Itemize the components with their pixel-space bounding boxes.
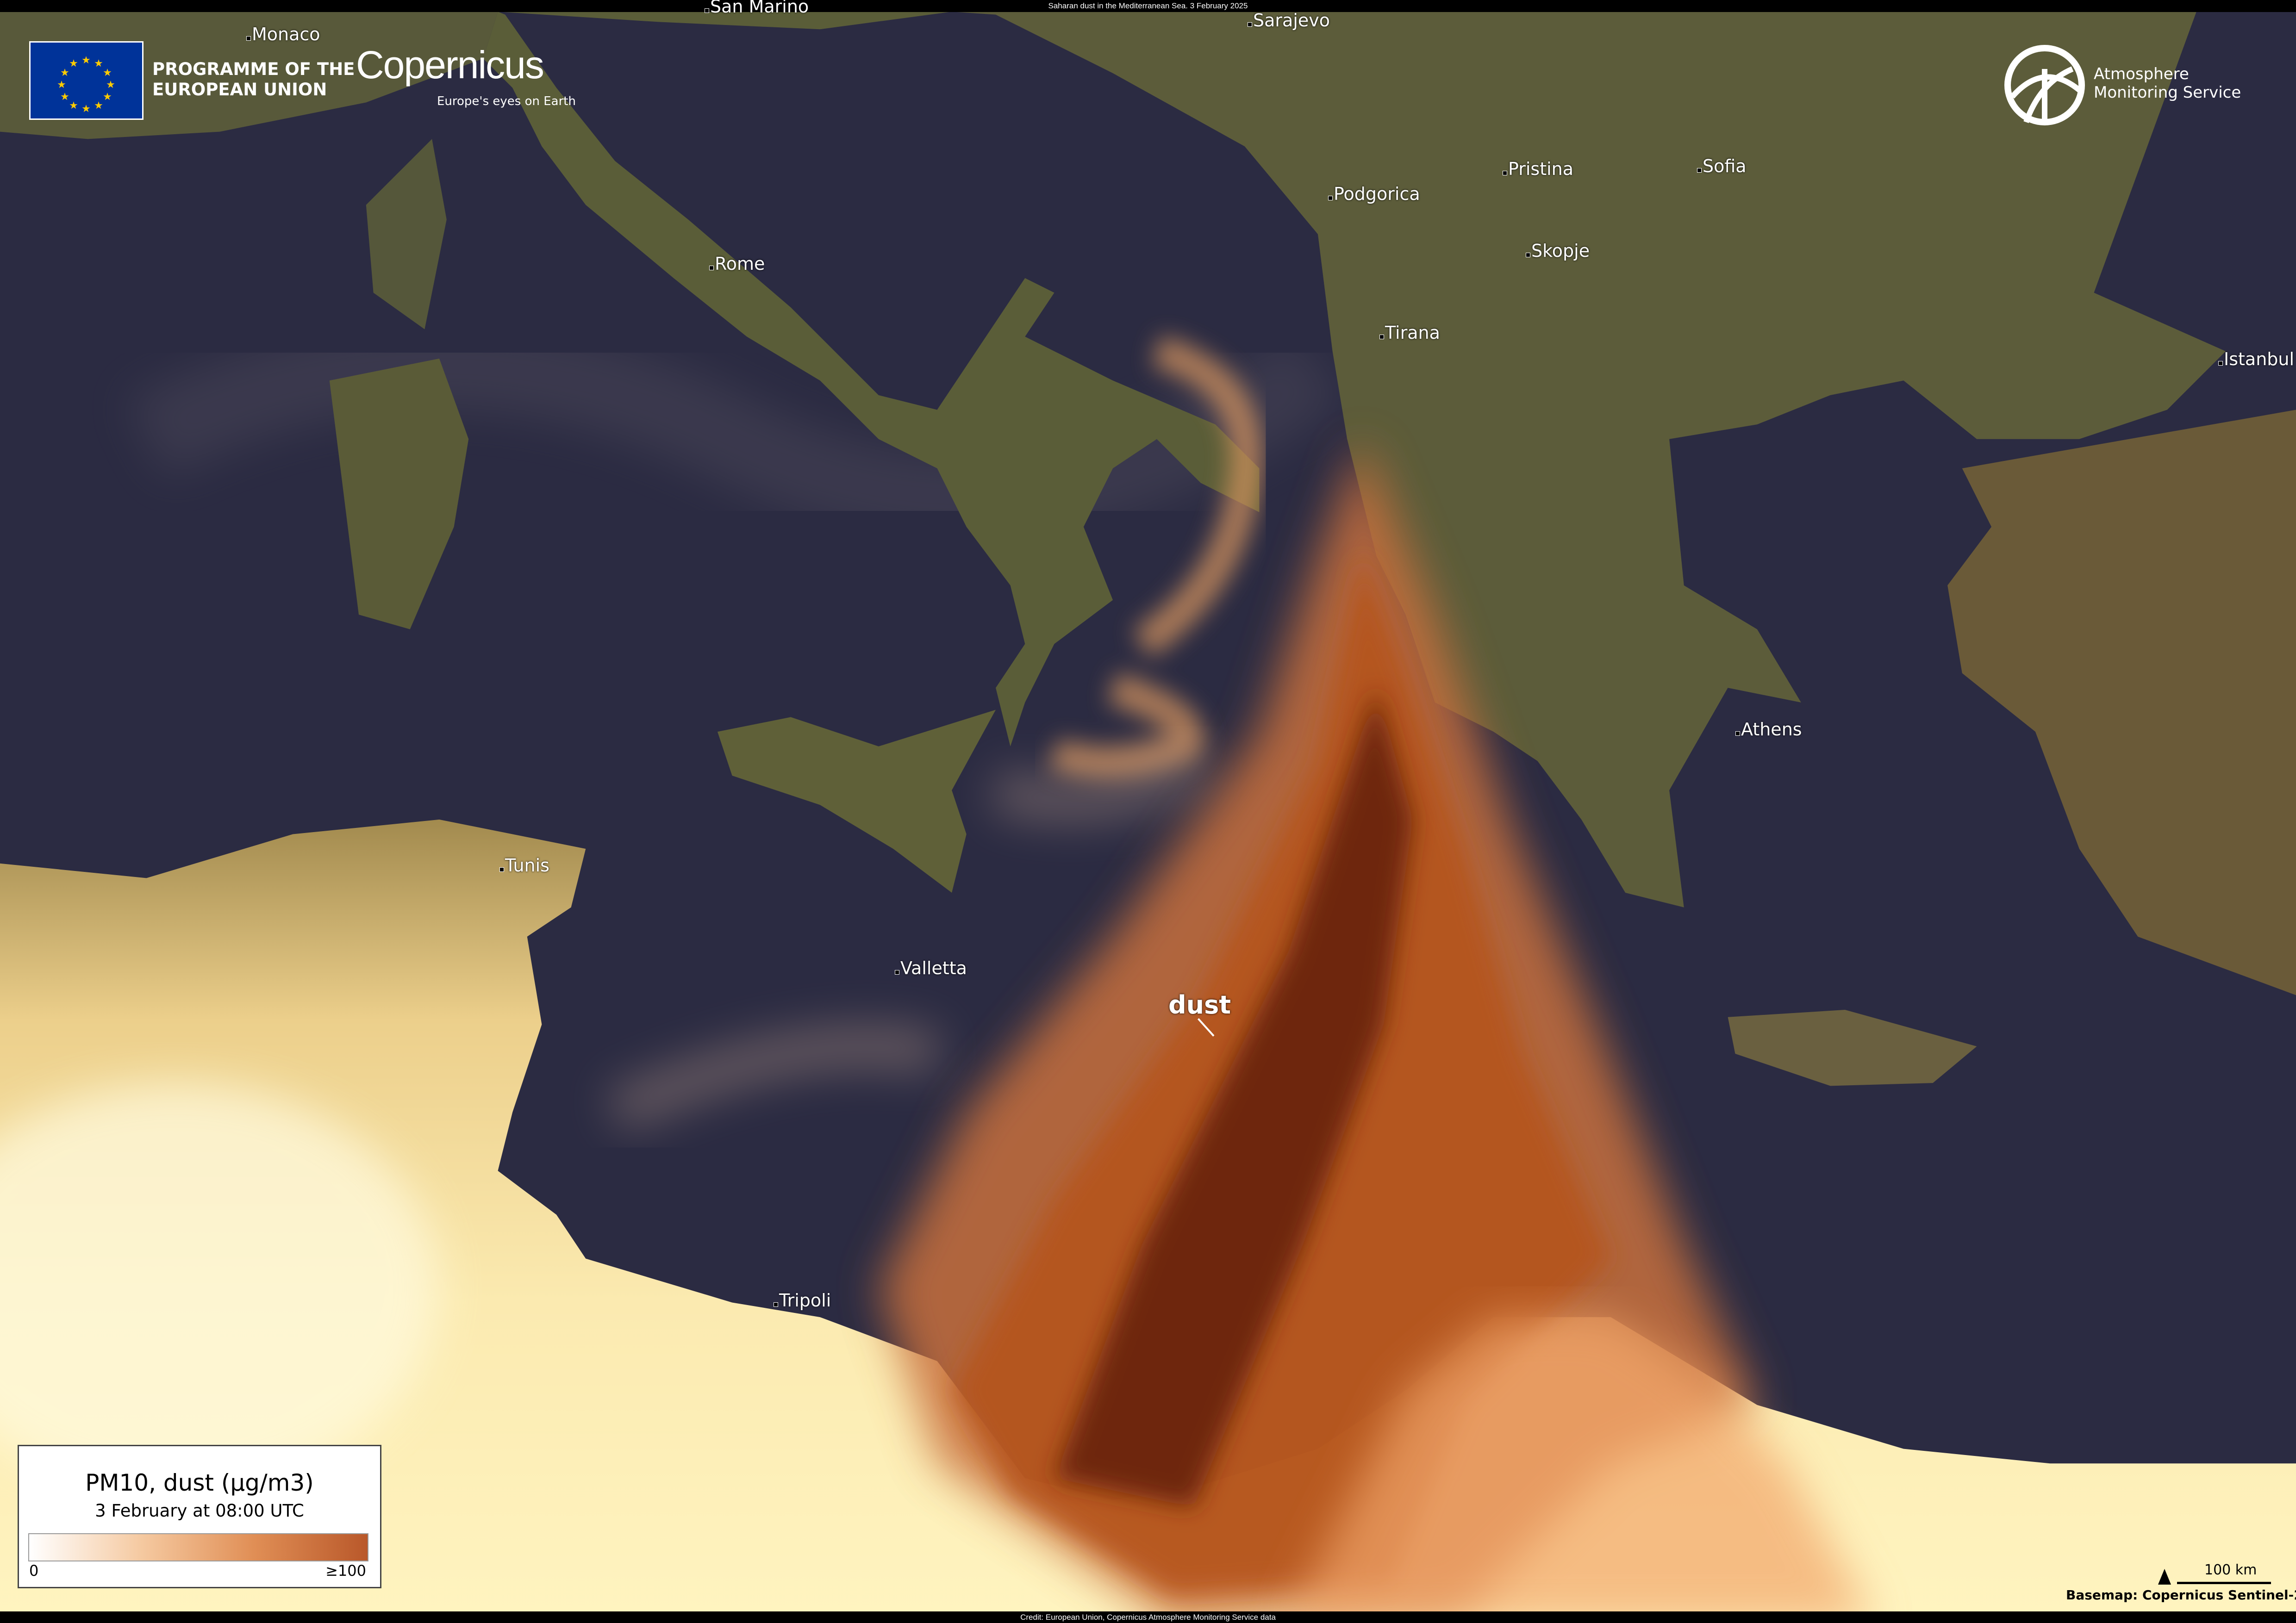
cams-line-2: Monitoring Service [2094,83,2241,102]
place-label: Tunis [499,855,549,876]
legend-max-label: ≥100 [325,1562,366,1579]
place-label: Pristina [1502,159,1574,179]
svg-text:★: ★ [103,91,112,103]
place-label: Tripoli [773,1290,831,1311]
place-label: Valletta [895,958,967,978]
land-italy [483,12,1260,746]
cams-globe-icon [2003,41,2086,131]
cams-text: Atmosphere Monitoring Service [2094,65,2241,102]
svg-text:★: ★ [103,67,112,79]
dust-swirl-haze [605,742,1213,1132]
dust-plume-core [1054,688,1413,1508]
place-label: Athens [1735,719,1802,740]
svg-text:★: ★ [81,55,91,66]
svg-text:★: ★ [94,100,103,112]
place-label: Sofia [1697,156,1747,176]
svg-text:★: ★ [94,58,103,69]
place-label: Rome [709,254,765,274]
eu-programme-text: PROGRAMME OF THE EUROPEAN UNION [152,59,355,100]
place-label: San Marino [704,0,809,17]
land-crete [1728,1009,1977,1086]
copernicus-tagline: Europe's eyes on Earth [437,94,576,108]
copernicus-logo: Copernicus Europe's eyes on Earth [356,43,576,108]
dust-annotation: dust [1168,990,1231,1020]
land-sardinia [329,358,469,629]
place-label: Tirana [1379,323,1440,343]
credit-bar: Credit: European Union, Copernicus Atmos… [0,1611,2296,1623]
svg-text:★: ★ [69,58,78,69]
place-label: Istanbul [2218,349,2295,369]
haze [126,322,1344,542]
place-label: Skopje [1525,241,1590,261]
land-turkey [1947,410,2296,995]
copernicus-wordmark: Copernicus [356,43,544,87]
land-sicily [718,709,996,893]
legend-subtitle: 3 February at 08:00 UTC [95,1501,304,1521]
legend-color-ramp [28,1533,368,1561]
svg-text:★: ★ [60,67,69,79]
svg-text:★: ★ [60,91,69,103]
libya-coast-dust [1288,1317,1874,1623]
eu-line-1: PROGRAMME OF THE [152,59,355,79]
cams-line-1: Atmosphere [2094,65,2189,83]
svg-text:★: ★ [81,103,91,115]
svg-text:★: ★ [106,79,115,91]
place-label: Podgorica [1328,184,1420,204]
title-bar: Saharan dust in the Mediterranean Sea. 3… [0,0,2296,12]
svg-text:★: ★ [69,100,78,112]
scale-bar [2177,1582,2271,1584]
legend-title: PM10, dust (µg/m3) [85,1469,314,1496]
eu-stars-icon: ★ ★★★ ★★★★ ★★★★ [57,55,115,115]
legend: PM10, dust (µg/m3) 3 February at 08:00 U… [18,1445,381,1588]
land-balkans [952,12,2226,908]
svg-text:★: ★ [57,79,66,91]
scale-bar-label: 100 km [2204,1562,2257,1578]
legend-min-label: 0 [29,1562,39,1579]
place-label: Monaco [246,24,320,44]
eu-flag-logo: ★ ★ ★ ★ ★ ★ ★ ★ ★ ★ ★ ★ [29,41,144,120]
land-corsica [366,139,447,330]
eu-line-2: EUROPEAN UNION [152,80,327,99]
north-arrow-icon [2158,1569,2171,1585]
basemap-credit: Basemap: Copernicus Sentinel-2 imagery [2066,1587,2296,1603]
place-label: Sarajevo [1248,10,1330,31]
